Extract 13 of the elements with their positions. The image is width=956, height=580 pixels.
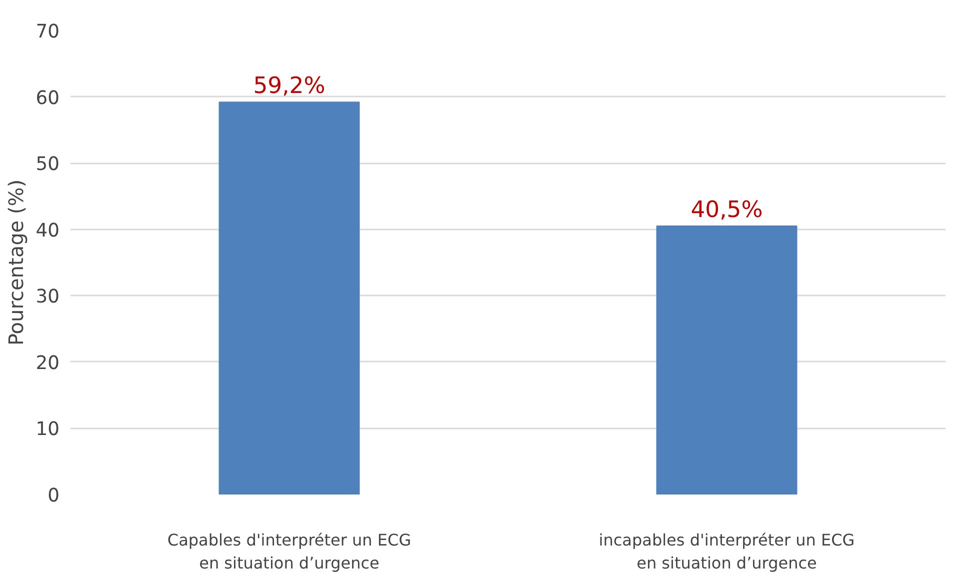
x-tick-label: incapables d'interpréter un ECG en situation d’urgence <box>598 530 855 572</box>
y-tick-label: 60 <box>36 88 60 109</box>
y-tick-label: 30 <box>36 286 60 308</box>
y-tick-label: 0 <box>48 486 60 506</box>
x-tick-label: Capables d'interpréter un ECG en situation d’urgence <box>167 530 412 572</box>
y-tick-label: 50 <box>36 154 60 176</box>
y-tick-label: 70 <box>36 22 60 42</box>
y-tick-label: 40 <box>36 220 60 242</box>
y-axis-title: Pourcentage (%) <box>4 179 28 346</box>
data-label: 40,5% <box>690 197 763 224</box>
y-tick-label: 10 <box>36 419 60 440</box>
data-label: 59,2% <box>253 73 326 100</box>
y-tick-label: 20 <box>36 352 60 374</box>
